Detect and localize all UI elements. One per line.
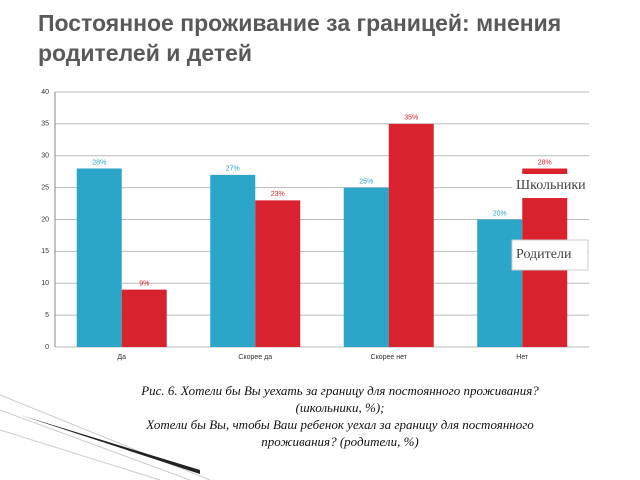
caption-line: проживания? (родители, %) [261, 434, 419, 449]
x-tick-label: Да [117, 354, 126, 361]
x-tick-label: Скорее да [238, 354, 272, 361]
x-tick-label: Нет [516, 354, 529, 361]
legend-label: Школьники [516, 178, 586, 193]
value-label: 28% [92, 159, 106, 166]
bar [477, 219, 523, 347]
y-tick-label: 40 [41, 89, 49, 96]
caption-line: (школьники, %); [295, 400, 385, 415]
y-tick-label: 35 [41, 121, 49, 128]
value-label: 23% [271, 191, 285, 198]
value-label: 27% [226, 166, 240, 173]
decoration [0, 394, 211, 480]
bar [388, 123, 434, 347]
bar [210, 174, 256, 347]
y-tick-label: 15 [41, 248, 49, 255]
value-label: 28% [538, 159, 552, 166]
legend-box [511, 239, 589, 271]
value-label: 20% [493, 210, 507, 217]
y-tick-label: 20 [41, 216, 49, 223]
value-label: 25% [359, 178, 373, 185]
slide-title: Постоянное проживание за границей: мнени… [38, 10, 562, 66]
bar [76, 168, 122, 347]
y-tick-label: 0 [45, 344, 49, 351]
y-tick-label: 30 [41, 153, 49, 160]
caption: Рис. 6. Хотели бы Вы уехать за границу д… [60, 382, 620, 450]
value-label: 9% [139, 280, 149, 287]
x-tick-label: Скорее нет [371, 354, 408, 361]
value-label: 35% [404, 115, 418, 122]
y-tick-label: 10 [41, 280, 49, 287]
legend-box [512, 174, 602, 198]
caption-line: Хотели бы Вы, чтобы Ваш ребенок уехал за… [146, 417, 534, 432]
legend-label: Родители [516, 247, 572, 262]
caption-line: Рис. 6. Хотели бы Вы уехать за границу д… [141, 383, 539, 398]
y-tick-label: 5 [45, 312, 49, 319]
bar [121, 289, 167, 347]
bar [343, 187, 389, 347]
bar [255, 200, 301, 347]
y-tick-label: 25 [41, 184, 49, 191]
